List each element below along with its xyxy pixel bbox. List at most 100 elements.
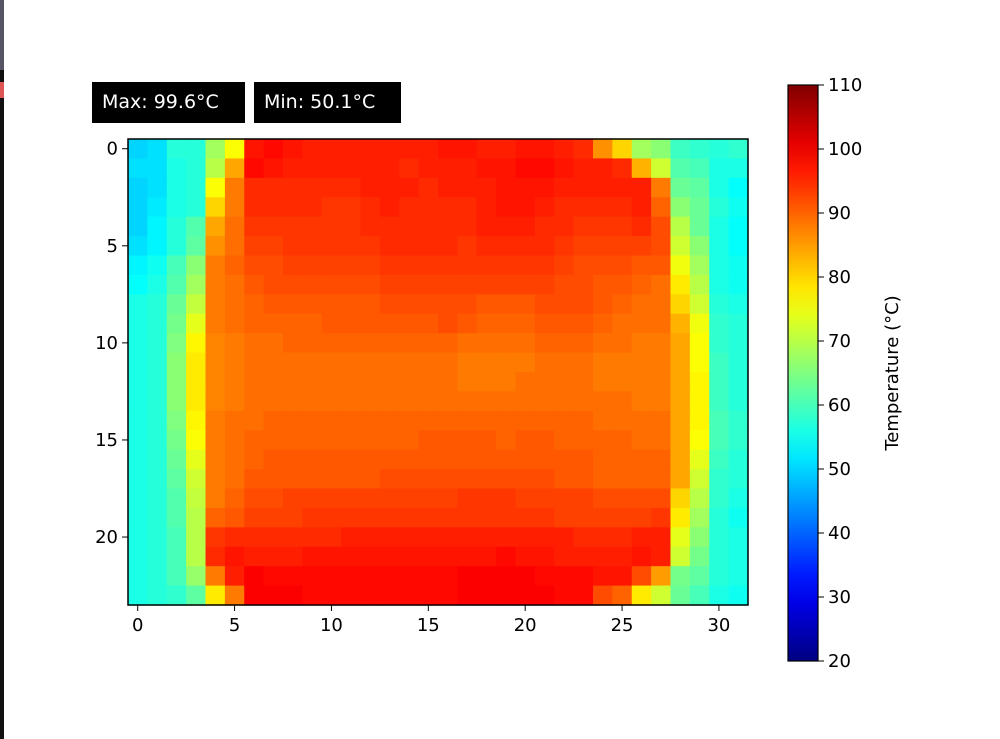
heatmap-cell: [283, 527, 303, 548]
heatmap-cell: [670, 216, 691, 237]
heatmap-cell: [554, 469, 575, 490]
heatmap-cell: [651, 158, 672, 179]
heatmap-cell: [515, 177, 536, 198]
heatmap-cell: [554, 197, 575, 218]
heatmap-cell: [476, 566, 497, 587]
heatmap-cell: [457, 313, 478, 334]
heatmap-cell: [321, 197, 342, 218]
colorbar-tick-label: 110: [828, 75, 862, 96]
heatmap-cell: [476, 197, 497, 218]
heatmap-cell: [593, 391, 613, 412]
heatmap-cell: [496, 585, 517, 606]
heatmap-cell: [399, 546, 420, 567]
heatmap-cell: [224, 527, 245, 548]
heatmap-cell: [166, 236, 187, 257]
heatmap-cell: [709, 158, 730, 179]
heatmap-cell: [321, 410, 342, 431]
heatmap-cell: [399, 294, 420, 315]
heatmap-cell: [418, 216, 439, 237]
heatmap-cell: [321, 313, 342, 334]
heatmap-cell: [399, 158, 420, 179]
heatmap-cell: [205, 507, 226, 528]
heatmap-cell: [341, 391, 362, 412]
heatmap-cell: [515, 294, 536, 315]
heatmap-cell: [515, 139, 536, 160]
heatmap-cell: [186, 585, 207, 606]
heatmap-cell: [205, 236, 226, 257]
heatmap-cell: [534, 585, 555, 606]
heatmap-cell: [534, 430, 555, 451]
heatmap-cell: [457, 158, 478, 179]
heatmap-cell: [670, 430, 691, 451]
y-tick-label: 10: [95, 333, 118, 354]
heatmap-cell: [379, 236, 400, 257]
heatmap-cell: [224, 469, 245, 490]
heatmap-cell: [534, 255, 555, 276]
heatmap-cell: [205, 488, 226, 509]
heatmap-cell: [166, 177, 187, 198]
heatmap-cell: [244, 585, 265, 606]
heatmap-cell: [379, 294, 400, 315]
heatmap-cell: [631, 488, 652, 509]
heatmap-cell: [728, 469, 749, 490]
heatmap-cell: [496, 216, 517, 237]
heatmap-cell: [263, 158, 284, 179]
heatmap-cell: [515, 469, 536, 490]
heatmap-cell: [612, 294, 633, 315]
heatmap-cell: [689, 430, 710, 451]
plot-frame: [127, 138, 749, 606]
heatmap-cell: [593, 352, 613, 373]
heatmap-cell: [128, 313, 148, 334]
heatmap-cell: [515, 216, 536, 237]
heatmap-cell: [302, 216, 323, 237]
heatmap-cell: [360, 313, 381, 334]
heatmap-cell: [128, 430, 148, 451]
heatmap-cell: [593, 197, 613, 218]
heatmap-cell: [612, 139, 633, 160]
heatmap-cell: [418, 294, 439, 315]
heatmap-cell: [399, 255, 420, 276]
heatmap-cell: [360, 197, 381, 218]
heatmap-cell: [728, 430, 749, 451]
heatmap-cell: [689, 410, 710, 431]
heatmap-cell: [709, 333, 730, 354]
heatmap-cell: [283, 566, 303, 587]
heatmap-cell: [244, 352, 265, 373]
heatmap-cell: [457, 527, 478, 548]
heatmap-cell: [554, 488, 575, 509]
heatmap-cell: [147, 410, 168, 431]
heatmap-cell: [360, 566, 381, 587]
heatmap-cell: [709, 410, 730, 431]
heatmap-cell: [283, 158, 303, 179]
heatmap-cell: [244, 294, 265, 315]
heatmap-cell: [438, 216, 458, 237]
heatmap-cell: [689, 274, 710, 295]
heatmap-cell: [593, 255, 613, 276]
heatmap-cell: [360, 294, 381, 315]
heatmap-cell: [205, 430, 226, 451]
heatmap-cell: [670, 139, 691, 160]
heatmap-cell: [496, 177, 517, 198]
heatmap-cell: [186, 469, 207, 490]
heatmap-cell: [360, 546, 381, 567]
heatmap-cell: [263, 546, 284, 567]
heatmap-cell: [128, 391, 148, 412]
heatmap-cell: [728, 294, 749, 315]
heatmap-cell: [224, 430, 245, 451]
heatmap-cell: [728, 216, 749, 237]
heatmap-cell: [224, 294, 245, 315]
heatmap-cell: [341, 158, 362, 179]
heatmap-cell: [186, 527, 207, 548]
heatmap-cell: [147, 449, 168, 470]
heatmap-cell: [651, 449, 672, 470]
heatmap-cell: [379, 585, 400, 606]
heatmap-cell: [670, 313, 691, 334]
heatmap-cell: [573, 585, 594, 606]
heatmap-cell: [418, 333, 439, 354]
heatmap-cell: [379, 527, 400, 548]
y-tick-label: 5: [107, 236, 118, 257]
heatmap-cell: [321, 372, 342, 393]
heatmap-cell: [379, 333, 400, 354]
heatmap-cell: [244, 410, 265, 431]
heatmap-cell: [612, 507, 633, 528]
